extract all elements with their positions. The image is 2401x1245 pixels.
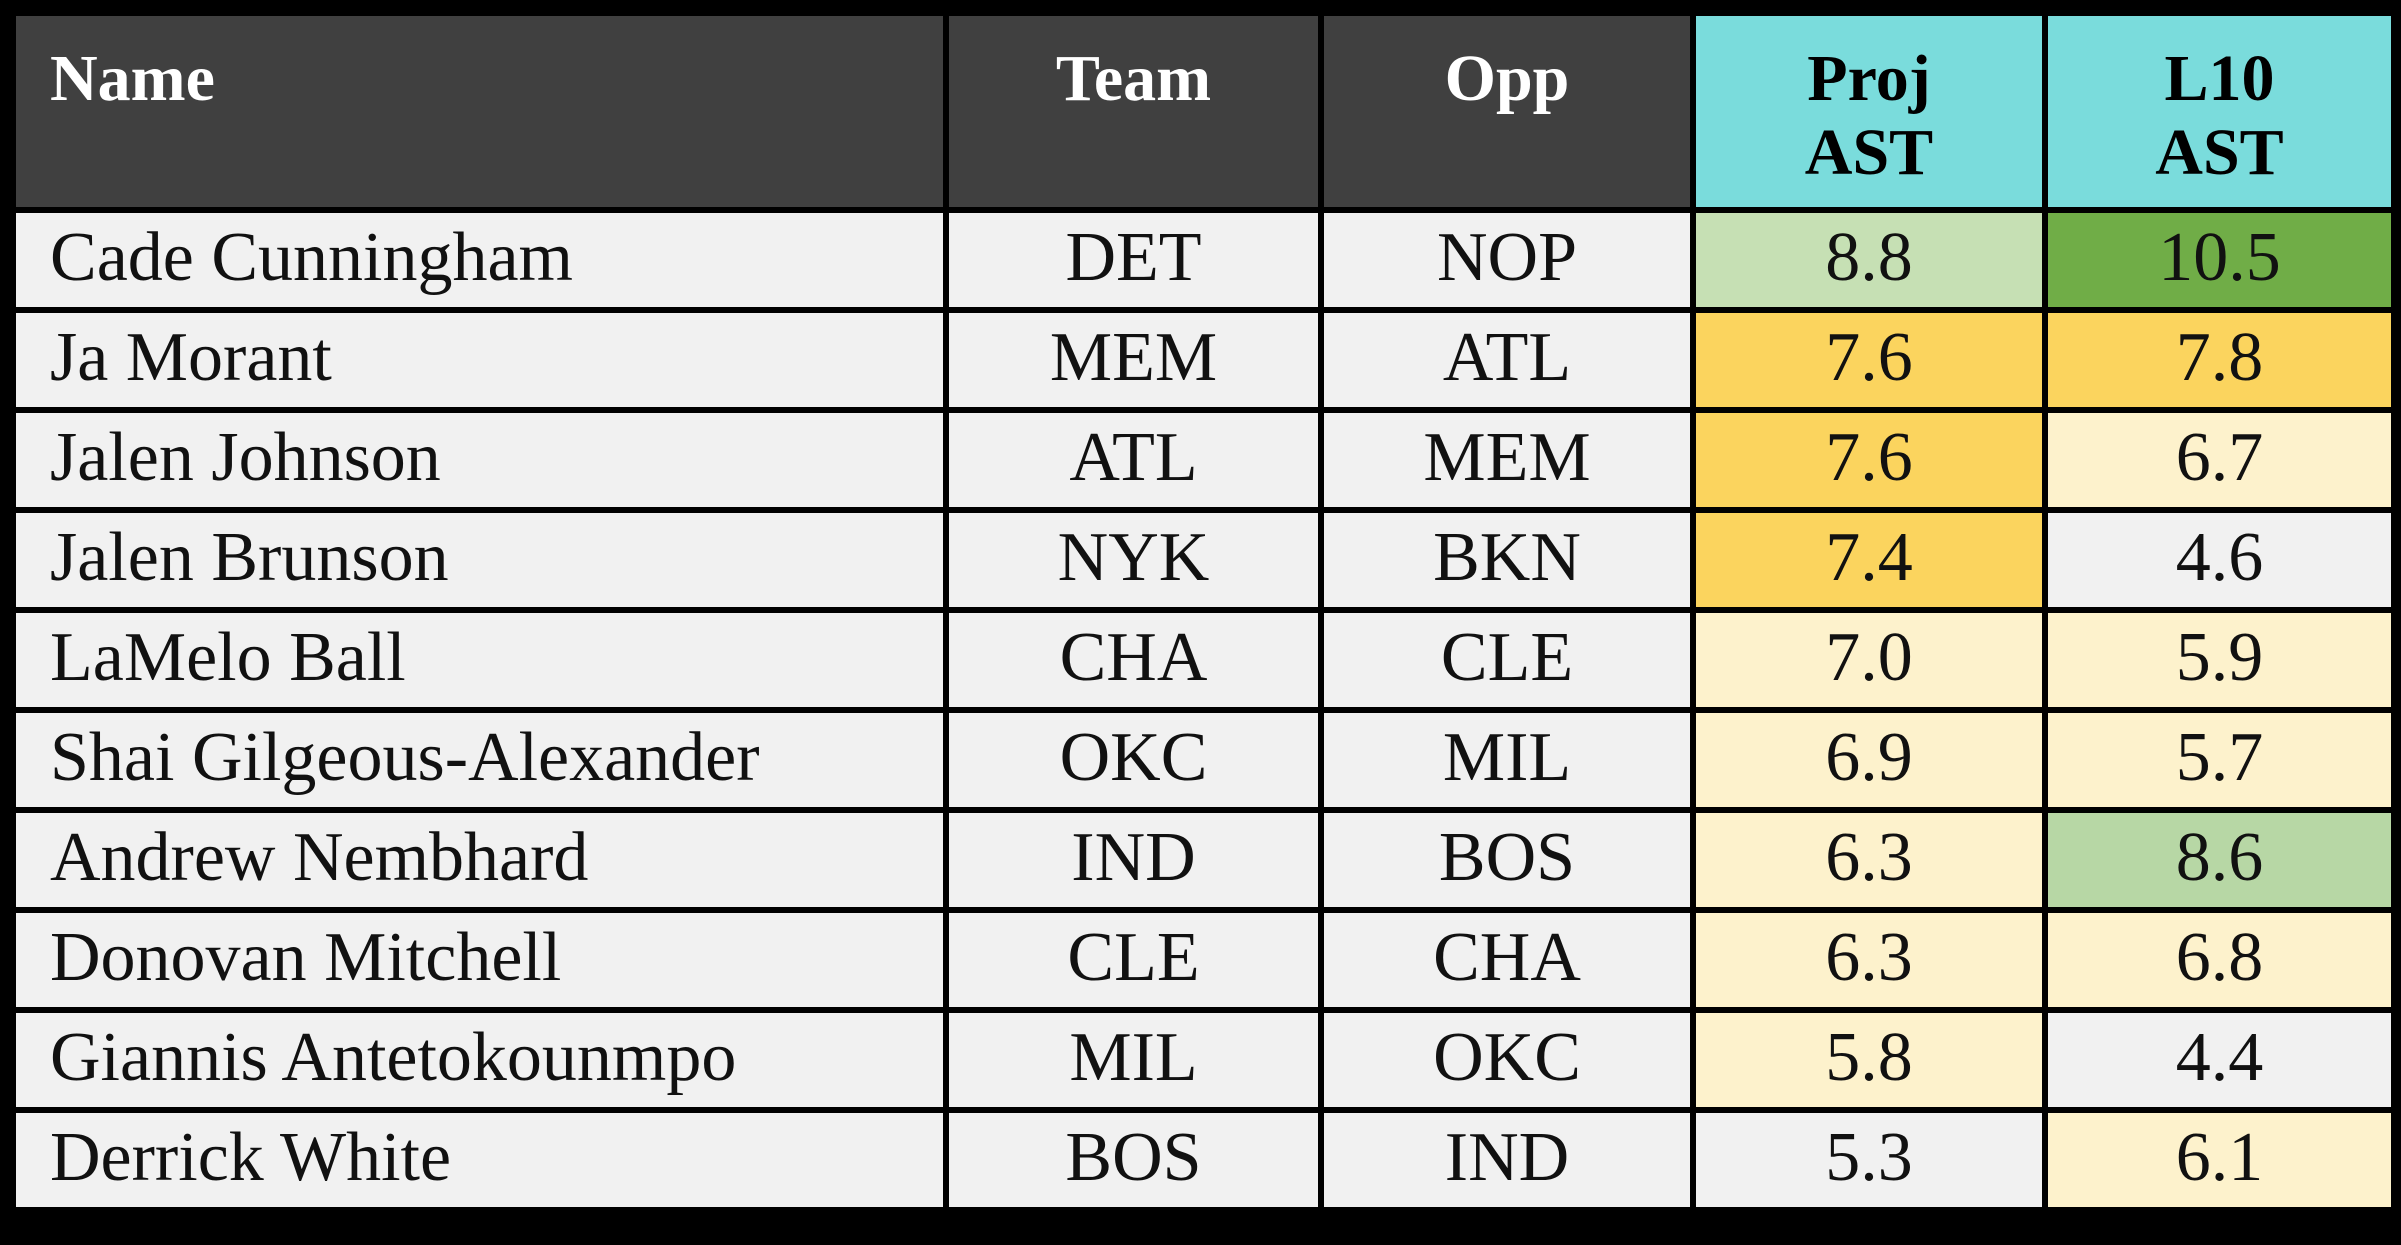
- table-row: Derrick White BOS IND 5.3 6.1: [10, 1107, 2397, 1213]
- opp-cell: NOP: [1318, 207, 1696, 313]
- column-header-l10-line1: L10: [2164, 42, 2275, 115]
- opp-cell: OKC: [1318, 1007, 1696, 1113]
- column-header-proj-line1: Proj: [1807, 42, 1931, 115]
- column-header-name: Name: [10, 10, 949, 213]
- l10-ast-cell: 10.5: [2042, 207, 2397, 313]
- proj-ast-cell: 7.6: [1690, 407, 2048, 513]
- proj-ast-cell: 5.3: [1690, 1107, 2048, 1213]
- player-name: Jalen Brunson: [10, 507, 949, 613]
- team-cell: IND: [943, 807, 1324, 913]
- player-name: Shai Gilgeous-Alexander: [10, 707, 949, 813]
- team-cell: MIL: [943, 1007, 1324, 1113]
- opp-cell: BKN: [1318, 507, 1696, 613]
- l10-ast-cell: 5.9: [2042, 607, 2397, 713]
- table-row: Giannis Antetokounmpo MIL OKC 5.8 4.4: [10, 1007, 2397, 1113]
- l10-ast-cell: 4.4: [2042, 1007, 2397, 1113]
- proj-ast-cell: 7.6: [1690, 307, 2048, 413]
- proj-ast-cell: 6.9: [1690, 707, 2048, 813]
- table-row: Shai Gilgeous-Alexander OKC MIL 6.9 5.7: [10, 707, 2397, 813]
- opp-cell: MIL: [1318, 707, 1696, 813]
- opp-cell: ATL: [1318, 307, 1696, 413]
- opp-cell: CHA: [1318, 907, 1696, 1013]
- l10-ast-cell: 6.1: [2042, 1107, 2397, 1213]
- column-header-proj-ast: Proj AST: [1690, 10, 2048, 213]
- l10-ast-cell: 7.8: [2042, 307, 2397, 413]
- l10-ast-cell: 8.6: [2042, 807, 2397, 913]
- player-name: Jalen Johnson: [10, 407, 949, 513]
- column-header-l10-ast: L10 AST: [2042, 10, 2397, 213]
- table-row: Jalen Brunson NYK BKN 7.4 4.6: [10, 507, 2397, 613]
- proj-ast-cell: 6.3: [1690, 807, 2048, 913]
- opp-cell: MEM: [1318, 407, 1696, 513]
- l10-ast-cell: 5.7: [2042, 707, 2397, 813]
- table-row: Ja Morant MEM ATL 7.6 7.8: [10, 307, 2397, 413]
- proj-ast-cell: 5.8: [1690, 1007, 2048, 1113]
- table-row: Andrew Nembhard IND BOS 6.3 8.6: [10, 807, 2397, 913]
- proj-ast-cell: 6.3: [1690, 907, 2048, 1013]
- player-name: Donovan Mitchell: [10, 907, 949, 1013]
- column-header-team: Team: [943, 10, 1324, 213]
- opp-cell: IND: [1318, 1107, 1696, 1213]
- team-cell: DET: [943, 207, 1324, 313]
- team-cell: NYK: [943, 507, 1324, 613]
- player-name: Ja Morant: [10, 307, 949, 413]
- player-name: Cade Cunningham: [10, 207, 949, 313]
- player-name: LaMelo Ball: [10, 607, 949, 713]
- proj-ast-cell: 7.4: [1690, 507, 2048, 613]
- player-name: Andrew Nembhard: [10, 807, 949, 913]
- team-cell: OKC: [943, 707, 1324, 813]
- table-row: Jalen Johnson ATL MEM 7.6 6.7: [10, 407, 2397, 513]
- column-header-l10-line2: AST: [2155, 115, 2284, 189]
- players-table: Name Team Opp Proj AST L10 AST Cade Cunn…: [10, 10, 2397, 1213]
- player-name: Derrick White: [10, 1107, 949, 1213]
- team-cell: CLE: [943, 907, 1324, 1013]
- column-header-proj-line2: AST: [1804, 115, 1934, 189]
- team-cell: CHA: [943, 607, 1324, 713]
- proj-ast-cell: 8.8: [1690, 207, 2048, 313]
- table-row: Donovan Mitchell CLE CHA 6.3 6.8: [10, 907, 2397, 1013]
- header-row: Name Team Opp Proj AST L10 AST: [10, 10, 2397, 213]
- opp-cell: CLE: [1318, 607, 1696, 713]
- table-row: Cade Cunningham DET NOP 8.8 10.5: [10, 207, 2397, 313]
- team-cell: MEM: [943, 307, 1324, 413]
- player-name: Giannis Antetokounmpo: [10, 1007, 949, 1113]
- proj-ast-cell: 7.0: [1690, 607, 2048, 713]
- team-cell: BOS: [943, 1107, 1324, 1213]
- l10-ast-cell: 4.6: [2042, 507, 2397, 613]
- team-cell: ATL: [943, 407, 1324, 513]
- l10-ast-cell: 6.8: [2042, 907, 2397, 1013]
- column-header-opp: Opp: [1318, 10, 1696, 213]
- l10-ast-cell: 6.7: [2042, 407, 2397, 513]
- opp-cell: BOS: [1318, 807, 1696, 913]
- table-row: LaMelo Ball CHA CLE 7.0 5.9: [10, 607, 2397, 713]
